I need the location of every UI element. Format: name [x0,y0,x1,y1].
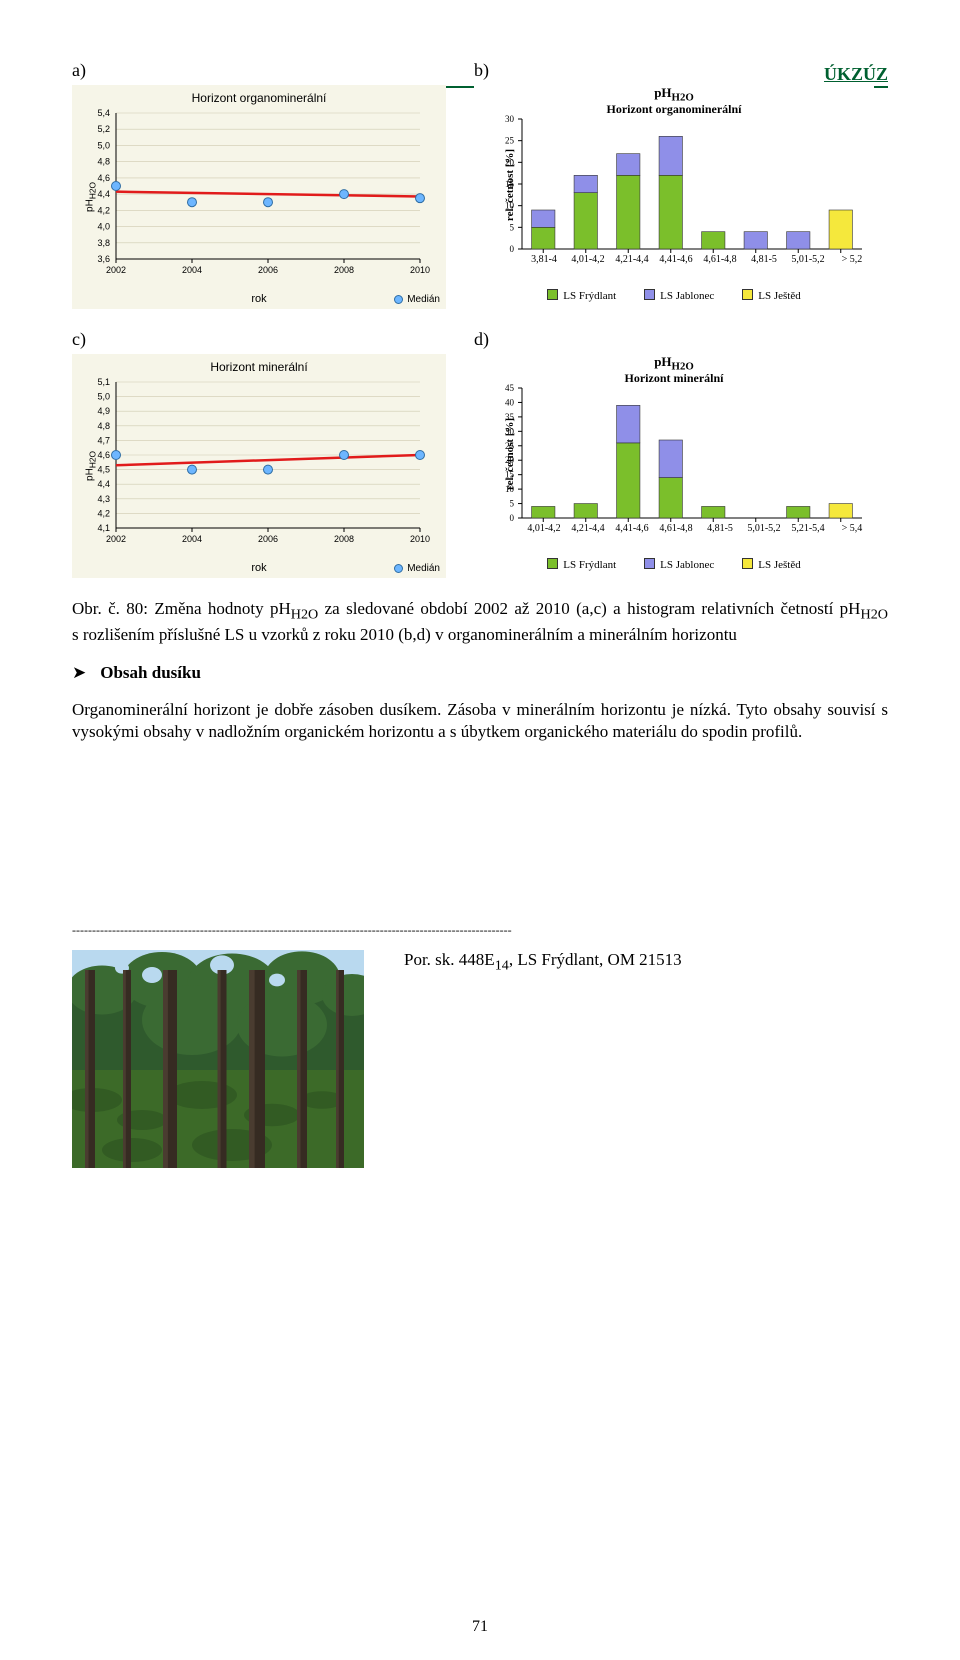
figure-caption: Obr. č. 80: Změna hodnoty pHH2O za sledo… [72,598,888,645]
svg-text:5,1: 5,1 [97,377,110,387]
scatter-c-title: Horizont minerální [72,360,446,374]
svg-text:2004: 2004 [182,265,202,275]
svg-text:20: 20 [505,455,515,465]
bar-b-categories: 3,81-44,01-4,24,21-4,44,41-4,64,61-4,84,… [522,254,874,265]
svg-text:2010: 2010 [410,534,430,544]
svg-text:5,2: 5,2 [97,124,110,134]
svg-text:4,0: 4,0 [97,222,110,232]
triangle-bullet-icon: ➤ [72,663,86,682]
svg-text:35: 35 [505,411,515,421]
svg-text:4,6: 4,6 [97,450,110,460]
scatter-c-legend: Medián [394,563,440,574]
svg-text:45: 45 [505,383,515,393]
scatter-c-plot: 4,14,24,34,44,54,64,74,84,95,05,12002200… [116,378,426,546]
median-dot-icon [394,295,403,304]
chart-b-wrap: b) pHH2O Horizont organominerální rel. č… [474,60,874,309]
forest-photo [72,950,364,1168]
svg-text:3,8: 3,8 [97,238,110,248]
svg-text:2008: 2008 [334,265,354,275]
svg-text:20: 20 [505,157,515,167]
svg-text:4,5: 4,5 [97,465,110,475]
svg-text:4,6: 4,6 [97,173,110,183]
svg-text:4,4: 4,4 [97,479,110,489]
scatter-a-xlabel: rok [251,293,266,305]
svg-text:4,2: 4,2 [97,205,110,215]
scatter-c-ylabel: pHH2O [84,451,97,481]
svg-text:30: 30 [505,114,515,124]
svg-text:2010: 2010 [410,265,430,275]
section-heading: Obsah dusíku [100,663,201,683]
svg-text:0: 0 [510,513,515,523]
svg-text:3,6: 3,6 [97,254,110,264]
svg-text:0: 0 [510,244,515,254]
svg-text:30: 30 [505,426,515,436]
median-dot-icon [394,564,403,573]
body-paragraph: Organominerální horizont je dobře zásobe… [72,699,888,743]
svg-text:10: 10 [505,200,515,210]
label-d: d) [474,329,874,350]
separator-rule: ----------------------------------------… [72,923,888,938]
scatter-a-ylabel: pHH2O [84,182,97,212]
svg-text:4,7: 4,7 [97,435,110,445]
svg-text:15: 15 [505,179,515,189]
svg-text:2006: 2006 [258,265,278,275]
photo-block: Por. sk. 448E14, LS Frýdlant, OM 21513 [72,950,888,1168]
bar-d-title2: Horizont minerální [474,371,874,386]
svg-text:25: 25 [505,135,515,145]
svg-text:5: 5 [510,222,515,232]
chart-c-wrap: c) Horizont minerální pHH2O 4,14,24,34,4… [72,329,446,578]
svg-text:4,2: 4,2 [97,508,110,518]
scatter-a-legend-label: Medián [407,294,440,305]
photo-caption: Por. sk. 448E14, LS Frýdlant, OM 21513 [404,950,682,974]
scatter-a-legend: Medián [394,294,440,305]
scatter-chart-c: Horizont minerální pHH2O 4,14,24,34,44,5… [72,354,446,578]
svg-text:4,3: 4,3 [97,494,110,504]
bar-b-legend: LS FrýdlantLS JablonecLS Ještěd [474,289,874,302]
svg-text:2008: 2008 [334,534,354,544]
figure-row-1: a) Horizont organominerální pHH2O 3,63,8… [72,60,888,309]
bar-b-plot: 051015202530 [522,119,862,249]
bar-d-plot: 051015202530354045 [522,388,862,518]
page-number: 71 [472,1618,488,1636]
bar-chart-b: pHH2O Horizont organominerální rel. četn… [474,85,874,309]
scatter-c-xlabel: rok [251,562,266,574]
svg-text:2006: 2006 [258,534,278,544]
label-a: a) [72,60,446,81]
svg-text:5: 5 [510,498,515,508]
svg-text:5,0: 5,0 [97,392,110,402]
svg-text:10: 10 [505,484,515,494]
scatter-chart-a: Horizont organominerální pHH2O 3,63,84,0… [72,85,446,309]
bar-b-title2: Horizont organominerální [474,102,874,117]
scatter-a-title: Horizont organominerální [72,91,446,105]
bar-chart-d: pHH2O Horizont minerální rel. četnost [%… [474,354,874,578]
svg-text:2002: 2002 [106,534,126,544]
label-b: b) [474,60,874,81]
svg-text:5,4: 5,4 [97,108,110,118]
svg-text:40: 40 [505,397,515,407]
svg-text:4,9: 4,9 [97,406,110,416]
chart-d-wrap: d) pHH2O Horizont minerální rel. četnost… [474,329,874,578]
section-row: ➤ Obsah dusíku [72,645,888,683]
svg-text:2004: 2004 [182,534,202,544]
svg-text:4,8: 4,8 [97,157,110,167]
svg-text:2002: 2002 [106,265,126,275]
svg-text:4,4: 4,4 [97,189,110,199]
scatter-c-legend-label: Medián [407,563,440,574]
bar-d-legend: LS FrýdlantLS JablonecLS Ještěd [474,558,874,571]
svg-text:5,0: 5,0 [97,140,110,150]
svg-text:4,8: 4,8 [97,421,110,431]
bar-d-categories: 4,01-4,24,21-4,44,41-4,64,61-4,84,81-55,… [522,523,874,534]
label-c: c) [72,329,446,350]
chart-a-wrap: a) Horizont organominerální pHH2O 3,63,8… [72,60,446,309]
figure-row-2: c) Horizont minerální pHH2O 4,14,24,34,4… [72,329,888,578]
svg-text:15: 15 [505,469,515,479]
scatter-a-plot: 3,63,84,04,24,44,64,85,05,25,42002200420… [116,109,426,277]
svg-text:4,1: 4,1 [97,523,110,533]
svg-text:25: 25 [505,440,515,450]
